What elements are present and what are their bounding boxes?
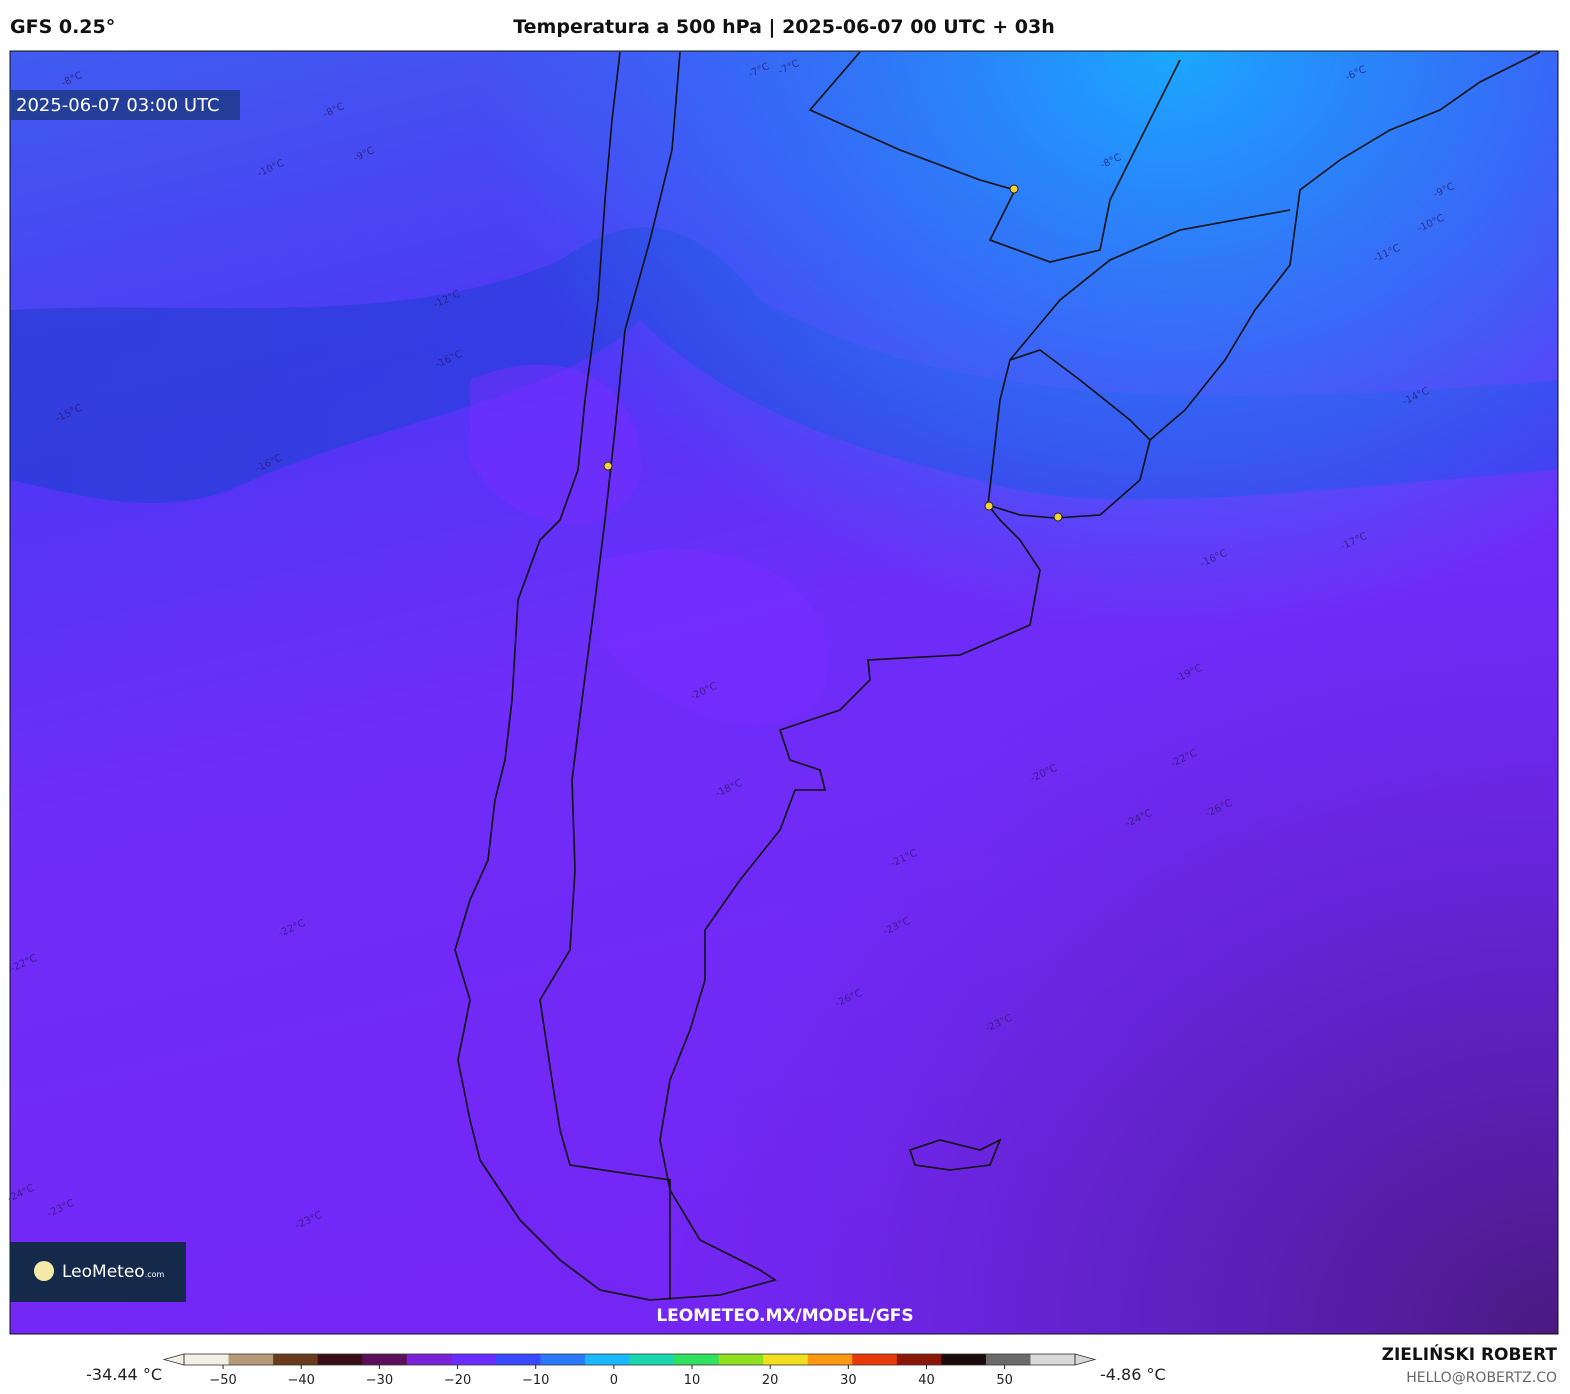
- colorbar-segment: [406, 1354, 452, 1365]
- chart-title: Temperatura a 500 hPa | 2025-06-07 00 UT…: [513, 16, 1055, 38]
- colorbar-tick-label: −50: [209, 1373, 236, 1388]
- colorbar-segment: [362, 1354, 408, 1365]
- colorbar-tick-label: 30: [840, 1373, 857, 1388]
- colorbar-min: -34.44 °C: [86, 1365, 162, 1384]
- colorbar-max: -4.86 °C: [1100, 1365, 1166, 1384]
- valid-time: 2025-06-07 03:00 UTC: [16, 95, 220, 116]
- colorbar-tick-label: 10: [684, 1373, 701, 1388]
- city-markers: [603, 184, 1063, 522]
- colorbar-segment: [451, 1354, 497, 1365]
- logo-text: LeoMeteo.com: [62, 1262, 165, 1282]
- coastlines: [454, 51, 1541, 1301]
- colorbar-segment: [896, 1354, 942, 1365]
- colorbar-segment: [763, 1354, 809, 1365]
- colorbar-tick-label: 50: [996, 1373, 1013, 1388]
- colorbar-segment: [228, 1354, 274, 1365]
- colorbar-segment: [584, 1354, 630, 1365]
- colorbar-segment: [273, 1354, 319, 1365]
- colorbar-tick-label: 0: [610, 1373, 618, 1388]
- author: ZIELIŃSKI ROBERT: [1382, 1343, 1558, 1365]
- colorbar-tick-label: 40: [918, 1373, 935, 1388]
- colorbar-segment: [1030, 1354, 1076, 1365]
- colorbar-segment: [317, 1354, 363, 1365]
- logo-sun: [34, 1261, 54, 1281]
- colorbar-segment: [852, 1354, 898, 1365]
- email: HELLO@ROBERTZ.CO: [1406, 1370, 1557, 1386]
- colorbar-segment: [674, 1354, 720, 1365]
- colorbar-end: [1074, 1353, 1097, 1366]
- model-name: GFS 0.25°: [10, 16, 115, 38]
- colorbar-end: [162, 1353, 185, 1366]
- time-box: [10, 90, 240, 120]
- colorbar-segment: [184, 1354, 230, 1365]
- colorbar-tick-label: 20: [762, 1373, 779, 1388]
- colorbar-segment: [985, 1354, 1031, 1365]
- colorbar-segment: [495, 1354, 541, 1365]
- colorbar-tick-label: −40: [288, 1373, 315, 1388]
- cold-pocket: [470, 364, 829, 725]
- logo-suffix: .com: [145, 1270, 165, 1279]
- colorbar-tick-label: −30: [366, 1373, 393, 1388]
- colorbar-tick-label: −20: [444, 1373, 471, 1388]
- colorbar: −50 −40 −30 −20 −10 0 10 20 30 40 50: [162, 1353, 1097, 1388]
- logo-name: LeoMeteo: [62, 1262, 145, 1282]
- colorbar-segment: [540, 1354, 586, 1365]
- watermark: LEOMETEO.MX/MODEL/GFS: [656, 1306, 913, 1326]
- colorbar-segment: [807, 1354, 853, 1365]
- colorbar-segment: [941, 1354, 987, 1365]
- colorbar-segment: [629, 1354, 675, 1365]
- colorbar-segment: [718, 1354, 764, 1365]
- colorbar-tick-label: −10: [522, 1373, 549, 1388]
- colorbar-frame: [183, 1353, 1076, 1366]
- map-frame: [9, 50, 1559, 1335]
